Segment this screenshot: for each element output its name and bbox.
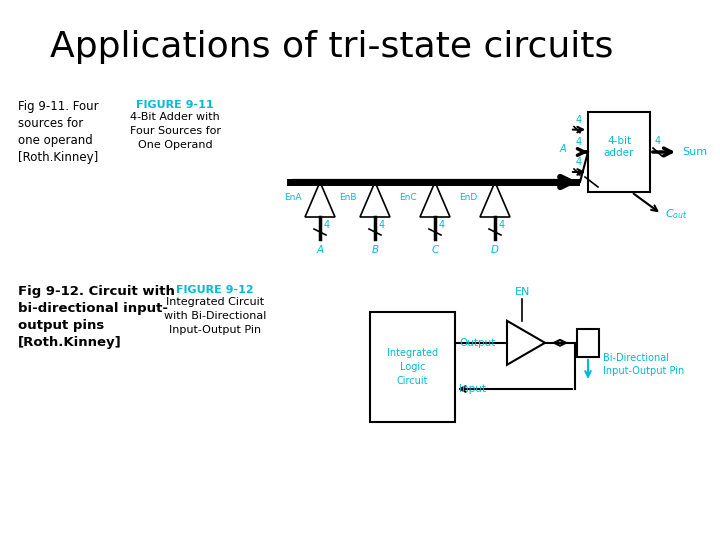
Text: FIGURE 9-12: FIGURE 9-12 <box>176 285 254 295</box>
Text: 4-Bit Adder with
Four Sources for
One Operand: 4-Bit Adder with Four Sources for One Op… <box>130 112 220 150</box>
Text: Sum: Sum <box>682 147 707 157</box>
Text: 4-bit
adder: 4-bit adder <box>604 136 634 158</box>
Text: B: B <box>372 245 379 255</box>
Text: EN: EN <box>515 287 530 297</box>
Text: 4: 4 <box>576 157 582 167</box>
Text: Bi-Directional
Input-Output Pin: Bi-Directional Input-Output Pin <box>603 353 684 376</box>
Text: $C_{out}$: $C_{out}$ <box>665 207 688 221</box>
Text: Fig 9-11. Four
sources for
one operand
[Roth.Kinney]: Fig 9-11. Four sources for one operand [… <box>18 100 99 164</box>
Text: Applications of tri-state circuits: Applications of tri-state circuits <box>50 30 613 64</box>
Text: Integrated
Logic
Circuit: Integrated Logic Circuit <box>387 348 438 386</box>
FancyBboxPatch shape <box>370 312 455 422</box>
Text: EnB: EnB <box>340 193 357 202</box>
Text: 4: 4 <box>439 220 445 230</box>
Text: Input: Input <box>459 384 486 394</box>
Text: Output: Output <box>459 338 495 348</box>
Text: Fig 9-12. Circuit with
bi-directional input-
output pins
[Roth.Kinney]: Fig 9-12. Circuit with bi-directional in… <box>18 285 175 349</box>
Text: 4: 4 <box>576 114 582 125</box>
Text: FIGURE 9-11: FIGURE 9-11 <box>136 100 214 110</box>
Text: EnC: EnC <box>400 193 417 202</box>
Text: 4: 4 <box>499 220 505 230</box>
Text: A: A <box>559 144 566 154</box>
Text: 4: 4 <box>655 136 661 146</box>
FancyBboxPatch shape <box>588 112 650 192</box>
Text: D: D <box>491 245 499 255</box>
Text: 4: 4 <box>324 220 330 230</box>
Text: C: C <box>431 245 438 255</box>
Text: EnD: EnD <box>459 193 477 202</box>
FancyBboxPatch shape <box>577 329 599 357</box>
Text: A: A <box>316 245 323 255</box>
Text: Integrated Circuit
with Bi-Directional
Input-Output Pin: Integrated Circuit with Bi-Directional I… <box>164 297 266 335</box>
Text: 4: 4 <box>576 137 582 147</box>
Text: 4: 4 <box>379 220 385 230</box>
Text: EnA: EnA <box>284 193 302 202</box>
